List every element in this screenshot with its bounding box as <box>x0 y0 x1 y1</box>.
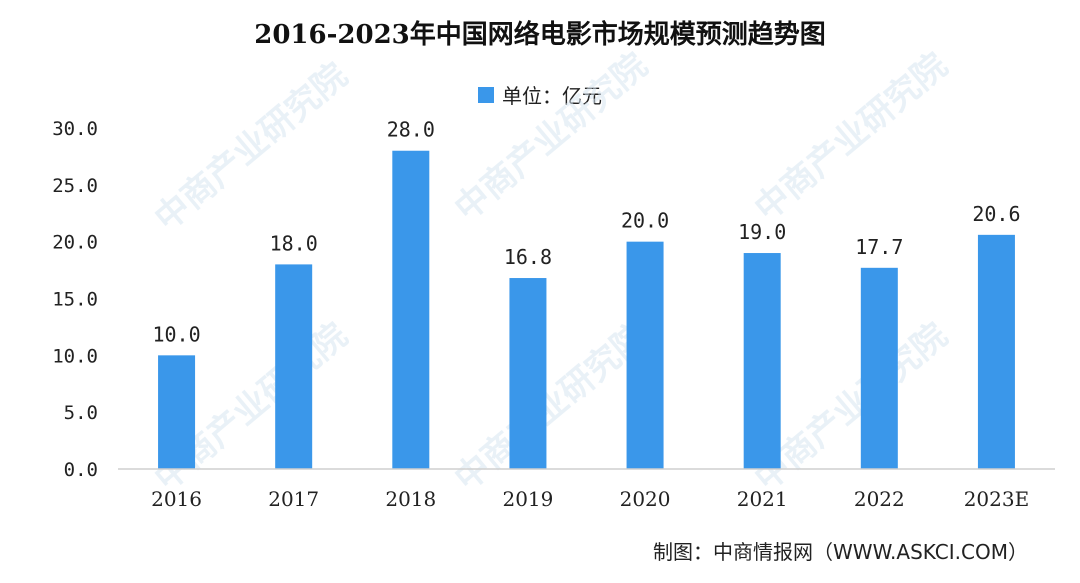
x-tick-2021: 2021 <box>737 487 788 511</box>
y-tick-label: 5.0 <box>64 402 98 424</box>
bar-2016 <box>158 355 196 469</box>
bar-2017 <box>275 264 313 469</box>
x-tick-2023E: 2023E <box>964 487 1030 511</box>
bar-2022 <box>860 267 898 469</box>
data-labels: 10.0 18.0 28.0 16.8 20.0 19.0 17.7 20.6 <box>152 118 1020 347</box>
data-label-2021: 19.0 <box>738 220 786 244</box>
source-note: 制图：中商情报网（WWW.ASKCI.COM） <box>653 540 1028 564</box>
y-tick-label: 10.0 <box>52 345 98 367</box>
bar-2023E <box>977 234 1015 469</box>
x-axis-ticks: 2016 2017 2018 2019 2020 2021 2022 2023E <box>151 487 1029 511</box>
x-tick-2017: 2017 <box>268 487 319 511</box>
legend: 单位：亿元 <box>0 80 1080 109</box>
y-tick-label: 0.0 <box>64 459 98 481</box>
x-tick-2020: 2020 <box>620 487 671 511</box>
bar-2020 <box>626 241 664 469</box>
bar-2021 <box>743 253 781 469</box>
data-label-2018: 28.0 <box>387 118 435 142</box>
legend-swatch <box>478 86 494 103</box>
y-tick-label: 15.0 <box>52 289 98 311</box>
x-tick-2016: 2016 <box>151 487 202 511</box>
chart-title: 2016-2023年中国网络电影市场规模预测趋势图 <box>254 20 826 50</box>
y-axis-ticks: 0.0 5.0 10.0 15.0 20.0 25.0 30.0 <box>52 118 98 481</box>
bars <box>158 150 1015 469</box>
data-label-2023E: 20.6 <box>972 202 1020 226</box>
data-label-2022: 17.7 <box>855 235 903 259</box>
data-label-2016: 10.0 <box>152 322 200 346</box>
y-tick-label: 30.0 <box>52 118 98 140</box>
x-tick-2018: 2018 <box>385 487 436 511</box>
data-label-2019: 16.8 <box>504 245 552 269</box>
bar-2019 <box>509 278 547 469</box>
legend-label: 单位：亿元 <box>502 84 602 108</box>
data-label-2020: 20.0 <box>621 209 669 233</box>
y-tick-label: 20.0 <box>52 232 98 254</box>
x-tick-2019: 2019 <box>502 487 553 511</box>
x-tick-2022: 2022 <box>854 487 905 511</box>
bar-2018 <box>392 150 430 469</box>
y-tick-label: 25.0 <box>52 175 98 197</box>
data-label-2017: 18.0 <box>270 231 318 255</box>
